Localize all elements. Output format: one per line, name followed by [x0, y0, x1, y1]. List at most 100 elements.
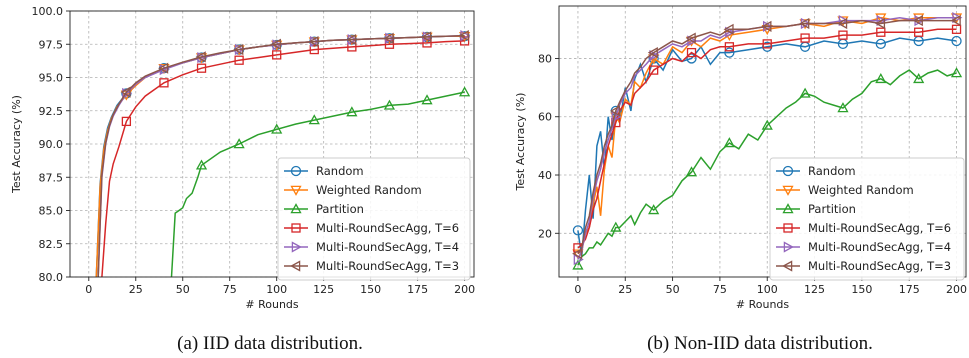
series-group	[95, 30, 471, 277]
x-tick-label: 200	[946, 283, 967, 296]
data-point	[308, 35, 319, 48]
series-line	[101, 40, 465, 277]
data-point	[233, 138, 245, 149]
legend-label: Multi-RoundSecAgg, T=4	[808, 240, 951, 254]
y-tick-label: 40	[538, 169, 552, 182]
x-tick-label: 0	[85, 283, 92, 296]
data-point	[346, 33, 357, 46]
data-point	[648, 204, 660, 215]
legend-marker	[290, 185, 302, 196]
data-point	[421, 31, 432, 43]
legend-entry-multi-roundsecagg-t-3: Multi-RoundSecAgg, T=3	[776, 259, 951, 273]
data-point	[572, 225, 584, 236]
x-tick-label: 125	[804, 283, 825, 296]
y-tick-label: 80	[538, 52, 552, 65]
data-point	[458, 30, 469, 42]
x-tick-label: 175	[407, 283, 428, 296]
data-point	[914, 27, 924, 37]
legend-marker	[783, 223, 793, 233]
series-multi-roundsecagg-t-3	[97, 30, 469, 277]
series-line	[577, 37, 957, 257]
data-point	[121, 116, 132, 127]
legend-entry-random: Random	[284, 164, 364, 178]
data-point	[308, 114, 320, 125]
chart-caption: (a) IID data distribution.	[177, 333, 363, 354]
data-point	[649, 65, 659, 75]
data-point	[950, 67, 963, 78]
data-point	[233, 43, 244, 56]
legend-entry-multi-roundsecagg-t-6: Multi-RoundSecAgg, T=6	[776, 221, 951, 235]
x-tick-label: 100	[757, 283, 778, 296]
data-point	[761, 20, 772, 33]
x-tick-label: 200	[454, 283, 475, 296]
data-point	[875, 38, 886, 50]
data-point	[950, 14, 961, 27]
data-point	[272, 50, 282, 60]
data-point	[610, 221, 622, 232]
data-point	[271, 123, 283, 134]
x-tick-label: 75	[223, 283, 237, 296]
x-tick-label: 125	[313, 283, 334, 296]
legend: Random Weighted Random Partition Multi-Roun…	[277, 157, 471, 281]
series-partition	[572, 67, 963, 270]
data-point	[234, 55, 244, 65]
y-tick-label: 82.5	[39, 238, 64, 251]
chart-caption: (b) Non-IID data distribution.	[647, 333, 873, 354]
legend-entry-partition: Partition	[776, 202, 856, 216]
x-tick-label: 100	[266, 283, 287, 296]
plot-frame	[558, 5, 967, 278]
legend-label: Partition	[808, 202, 856, 216]
y-tick-label: 85.0	[39, 205, 64, 218]
legend-entry-partition: Partition	[284, 202, 364, 216]
data-point	[837, 17, 848, 30]
data-point	[647, 47, 658, 59]
legend-label: Partition	[316, 202, 364, 216]
legend-label: Random	[316, 164, 364, 178]
y-tick-label: 60	[538, 111, 552, 124]
non-iid-chart-panel: 0 25 50 75 100 125 150 175 200 20 40 60 80 # Rounds Te…	[514, 5, 967, 354]
x-axis-label: # Rounds	[736, 298, 790, 311]
legend-label: Weighted Random	[316, 183, 422, 197]
data-point	[723, 23, 734, 35]
data-point	[876, 27, 886, 37]
x-tick-label: 175	[899, 283, 920, 296]
data-point	[196, 63, 207, 73]
y-axis-label: Test Accuracy (%)	[10, 95, 23, 194]
data-point	[459, 86, 471, 97]
data-point	[875, 13, 887, 24]
data-point	[761, 119, 773, 130]
data-point	[724, 42, 735, 52]
data-point	[952, 12, 963, 24]
data-point	[799, 87, 811, 98]
x-tick-label: 25	[618, 283, 632, 296]
x-tick-label: 75	[713, 283, 727, 296]
x-tick-label: 25	[129, 283, 143, 296]
legend-label: Weighted Random	[808, 183, 914, 197]
legend-label: Random	[808, 164, 856, 178]
legend-box	[769, 157, 965, 281]
legend-entry-multi-roundsecagg-t-6: Multi-RoundSecAgg, T=6	[284, 221, 459, 235]
data-point	[270, 38, 281, 50]
data-point	[159, 78, 169, 88]
data-point	[800, 33, 810, 43]
legend-marker	[782, 260, 793, 272]
y-tick-label: 87.5	[39, 171, 64, 184]
data-point	[347, 42, 357, 52]
data-point	[195, 51, 206, 63]
series-line	[170, 91, 465, 277]
y-tick-label: 95.0	[39, 72, 64, 85]
data-point	[686, 53, 697, 64]
y-tick-label: 90.0	[39, 138, 64, 151]
legend-label: Multi-RoundSecAgg, T=3	[808, 259, 951, 273]
legend-marker	[290, 260, 301, 272]
data-point	[875, 73, 887, 84]
series-line	[577, 19, 957, 255]
legend-marker	[291, 223, 301, 233]
x-axis-label: # Rounds	[245, 298, 299, 311]
legend: Random Weighted Random Partition Multi-Roun…	[769, 157, 965, 281]
legend-entry-multi-roundsecagg-t-3: Multi-RoundSecAgg, T=3	[284, 259, 459, 273]
data-point	[913, 13, 925, 24]
legend-marker	[291, 241, 302, 253]
legend-entry-multi-roundsecagg-t-4: Multi-RoundSecAgg, T=4	[284, 240, 459, 254]
x-tick-label: 50	[666, 283, 680, 296]
